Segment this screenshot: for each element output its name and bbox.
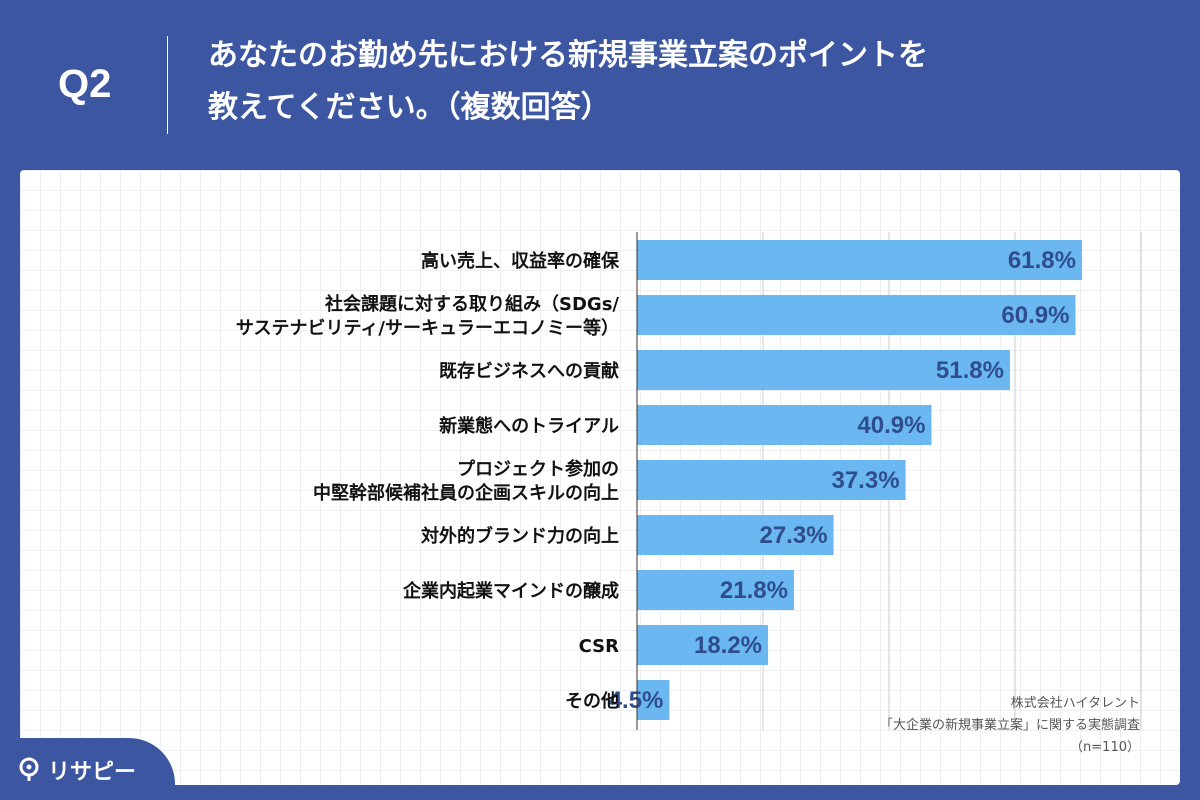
bar <box>637 570 794 610</box>
source-survey-title: 「大企業の新規事業立案」に関する実態調査 <box>879 718 1140 733</box>
bar-value-label: 51.8% <box>936 357 1004 384</box>
category-label: 対外的ブランド力の向上 <box>420 525 619 547</box>
bar <box>637 680 670 720</box>
bar-value-label: 18.2% <box>694 632 762 659</box>
bar-value-label: 61.8% <box>1008 247 1076 274</box>
bar <box>637 460 906 500</box>
bar <box>637 405 932 445</box>
brand-logo: リサピー <box>0 738 175 800</box>
question-title-line-1: あなたのお勤め先における新規事業立案のポイントを <box>208 38 928 73</box>
category-label: 中堅幹部候補社員の企画スキルの向上 <box>313 482 619 504</box>
chart-panel: 61.8% 高い売上、収益率の確保 60.9% 社会課題に対する取り組み（SDGs/サ… <box>20 170 1180 785</box>
question-title-line-2: 教えてください。（複数回答） <box>208 90 611 125</box>
bar-value-label: 21.8% <box>720 577 788 604</box>
category-label: 新業態へのトライアル <box>439 415 619 437</box>
bar-value-label: 27.3% <box>759 522 827 549</box>
bar-value-label: 40.9% <box>857 412 925 439</box>
source-note: 株式会社ハイタレント 「大企業の新規事業立案」に関する実態調査 （n=110） <box>880 693 1140 759</box>
category-label: プロジェクト参加の <box>457 458 619 480</box>
source-sample-size: （n=110） <box>1070 740 1140 755</box>
bar-value-label: 60.9% <box>1001 302 1069 329</box>
bar <box>637 295 1076 335</box>
category-label: サステナビリティ/サーキュラーエコノミー等） <box>236 317 619 339</box>
question-title: あなたのお勤め先における新規事業立案のポイントを 教えてください。（複数回答） <box>208 30 1168 134</box>
brand-logo-text: リサピー <box>48 760 137 785</box>
bar <box>637 515 834 555</box>
category-label: その他 <box>565 690 619 712</box>
header-divider <box>167 36 168 134</box>
magnifier-pin-icon <box>19 757 39 781</box>
bar <box>637 625 769 665</box>
category-label: 既存ビジネスへの貢献 <box>439 360 619 382</box>
category-label: 社会課題に対する取り組み（SDGs/ <box>325 293 619 315</box>
header: Q2 あなたのお勤め先における新規事業立案のポイントを 教えてください。（複数回… <box>0 0 1200 170</box>
category-label: 企業内起業マインドの醸成 <box>402 580 619 602</box>
bar <box>637 350 1010 390</box>
source-company: 株式会社ハイタレント <box>1010 696 1140 711</box>
category-label: CSR <box>579 636 620 657</box>
bar <box>637 240 1082 280</box>
bar-chart: 61.8% 高い売上、収益率の確保 60.9% 社会課題に対する取り組み（SDGs/サ… <box>236 232 1142 730</box>
bar-value-label: 4.5% <box>609 687 664 714</box>
bar-value-label: 37.3% <box>831 467 899 494</box>
question-label: Q2 <box>58 62 112 106</box>
category-label: 高い売上、収益率の確保 <box>421 250 620 272</box>
